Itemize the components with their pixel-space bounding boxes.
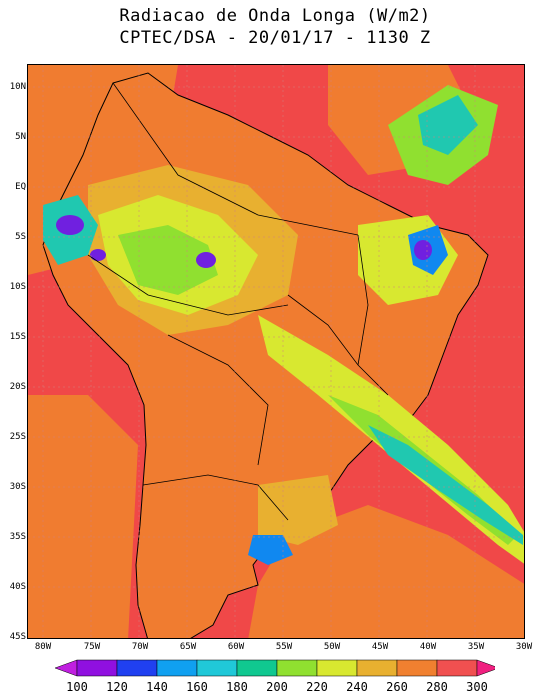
longitude-label: 45W	[371, 642, 389, 652]
colorbar-label: 260	[386, 680, 408, 694]
latitude-label: 20S	[9, 382, 26, 392]
colorbar-label: 120	[106, 680, 128, 694]
colorbar-label: 180	[226, 680, 248, 694]
olr-map	[28, 65, 524, 638]
longitude-label: 65W	[179, 642, 197, 652]
colorbar-label: 220	[306, 680, 328, 694]
atlantic-teal-cloud	[418, 95, 478, 155]
latitude-label: 30S	[9, 482, 26, 492]
amazon-purple-core	[196, 252, 216, 268]
northeast-purple-core	[414, 240, 432, 260]
longitude-label: 70W	[131, 642, 149, 652]
latitude-label: 25S	[9, 432, 26, 442]
color-scale-bar	[55, 659, 495, 677]
pacific-south-orange	[28, 395, 138, 638]
colorbar-segment	[276, 659, 318, 677]
colorbar-label: 300	[466, 680, 488, 694]
olr-map-frame	[27, 64, 525, 639]
longitude-label: 30W	[515, 642, 533, 652]
longitude-label: 50W	[323, 642, 341, 652]
latitude-label: 10S	[9, 282, 26, 292]
longitude-label: 55W	[275, 642, 293, 652]
colorbar-segment	[356, 659, 398, 677]
colorbar-high-end	[476, 659, 495, 677]
south-blue-cluster	[248, 535, 293, 565]
graticule	[28, 65, 524, 638]
longitude-label: 80W	[34, 642, 52, 652]
longitude-label: 35W	[467, 642, 485, 652]
colorbar-segment	[76, 659, 118, 677]
colorbar-segment	[436, 659, 478, 677]
colorbar-label: 240	[346, 680, 368, 694]
colorbar-segment	[236, 659, 278, 677]
latitude-label: EQ	[15, 182, 26, 192]
amazon-green-patch	[118, 225, 218, 295]
latitude-label: 5N	[15, 132, 26, 142]
andes-purple-core	[90, 249, 106, 261]
south-yellow	[258, 475, 338, 545]
colorbar-segment	[196, 659, 238, 677]
longitude-label: 60W	[227, 642, 245, 652]
colorbar-segment	[116, 659, 158, 677]
latitude-label: 45S	[9, 632, 26, 642]
peru-purple-core	[56, 215, 84, 235]
latitude-label: 5S	[15, 232, 26, 242]
latitude-label: 35S	[9, 532, 26, 542]
colorbar-label: 280	[426, 680, 448, 694]
latitude-label: 10N	[9, 82, 26, 92]
longitude-label: 75W	[83, 642, 101, 652]
colorbar-label: 200	[266, 680, 288, 694]
longitude-label: 40W	[419, 642, 437, 652]
colorbar-label: 140	[146, 680, 168, 694]
sacz-teal-band	[368, 425, 523, 545]
map-subtitle: CPTEC/DSA - 20/01/17 - 1130 Z	[119, 28, 431, 48]
map-title: Radiacao de Onda Longa (W/m2)	[119, 6, 431, 26]
colorbar-low-end	[55, 659, 78, 677]
colorbar-label: 100	[66, 680, 88, 694]
colorbar-segment	[156, 659, 198, 677]
colorbar-segment	[316, 659, 358, 677]
colorbar-segment	[396, 659, 438, 677]
latitude-label: 15S	[9, 332, 26, 342]
colorbar-label: 160	[186, 680, 208, 694]
country-borders	[87, 82, 389, 521]
latitude-label: 40S	[9, 582, 26, 592]
south-atlantic-orange	[248, 505, 524, 638]
